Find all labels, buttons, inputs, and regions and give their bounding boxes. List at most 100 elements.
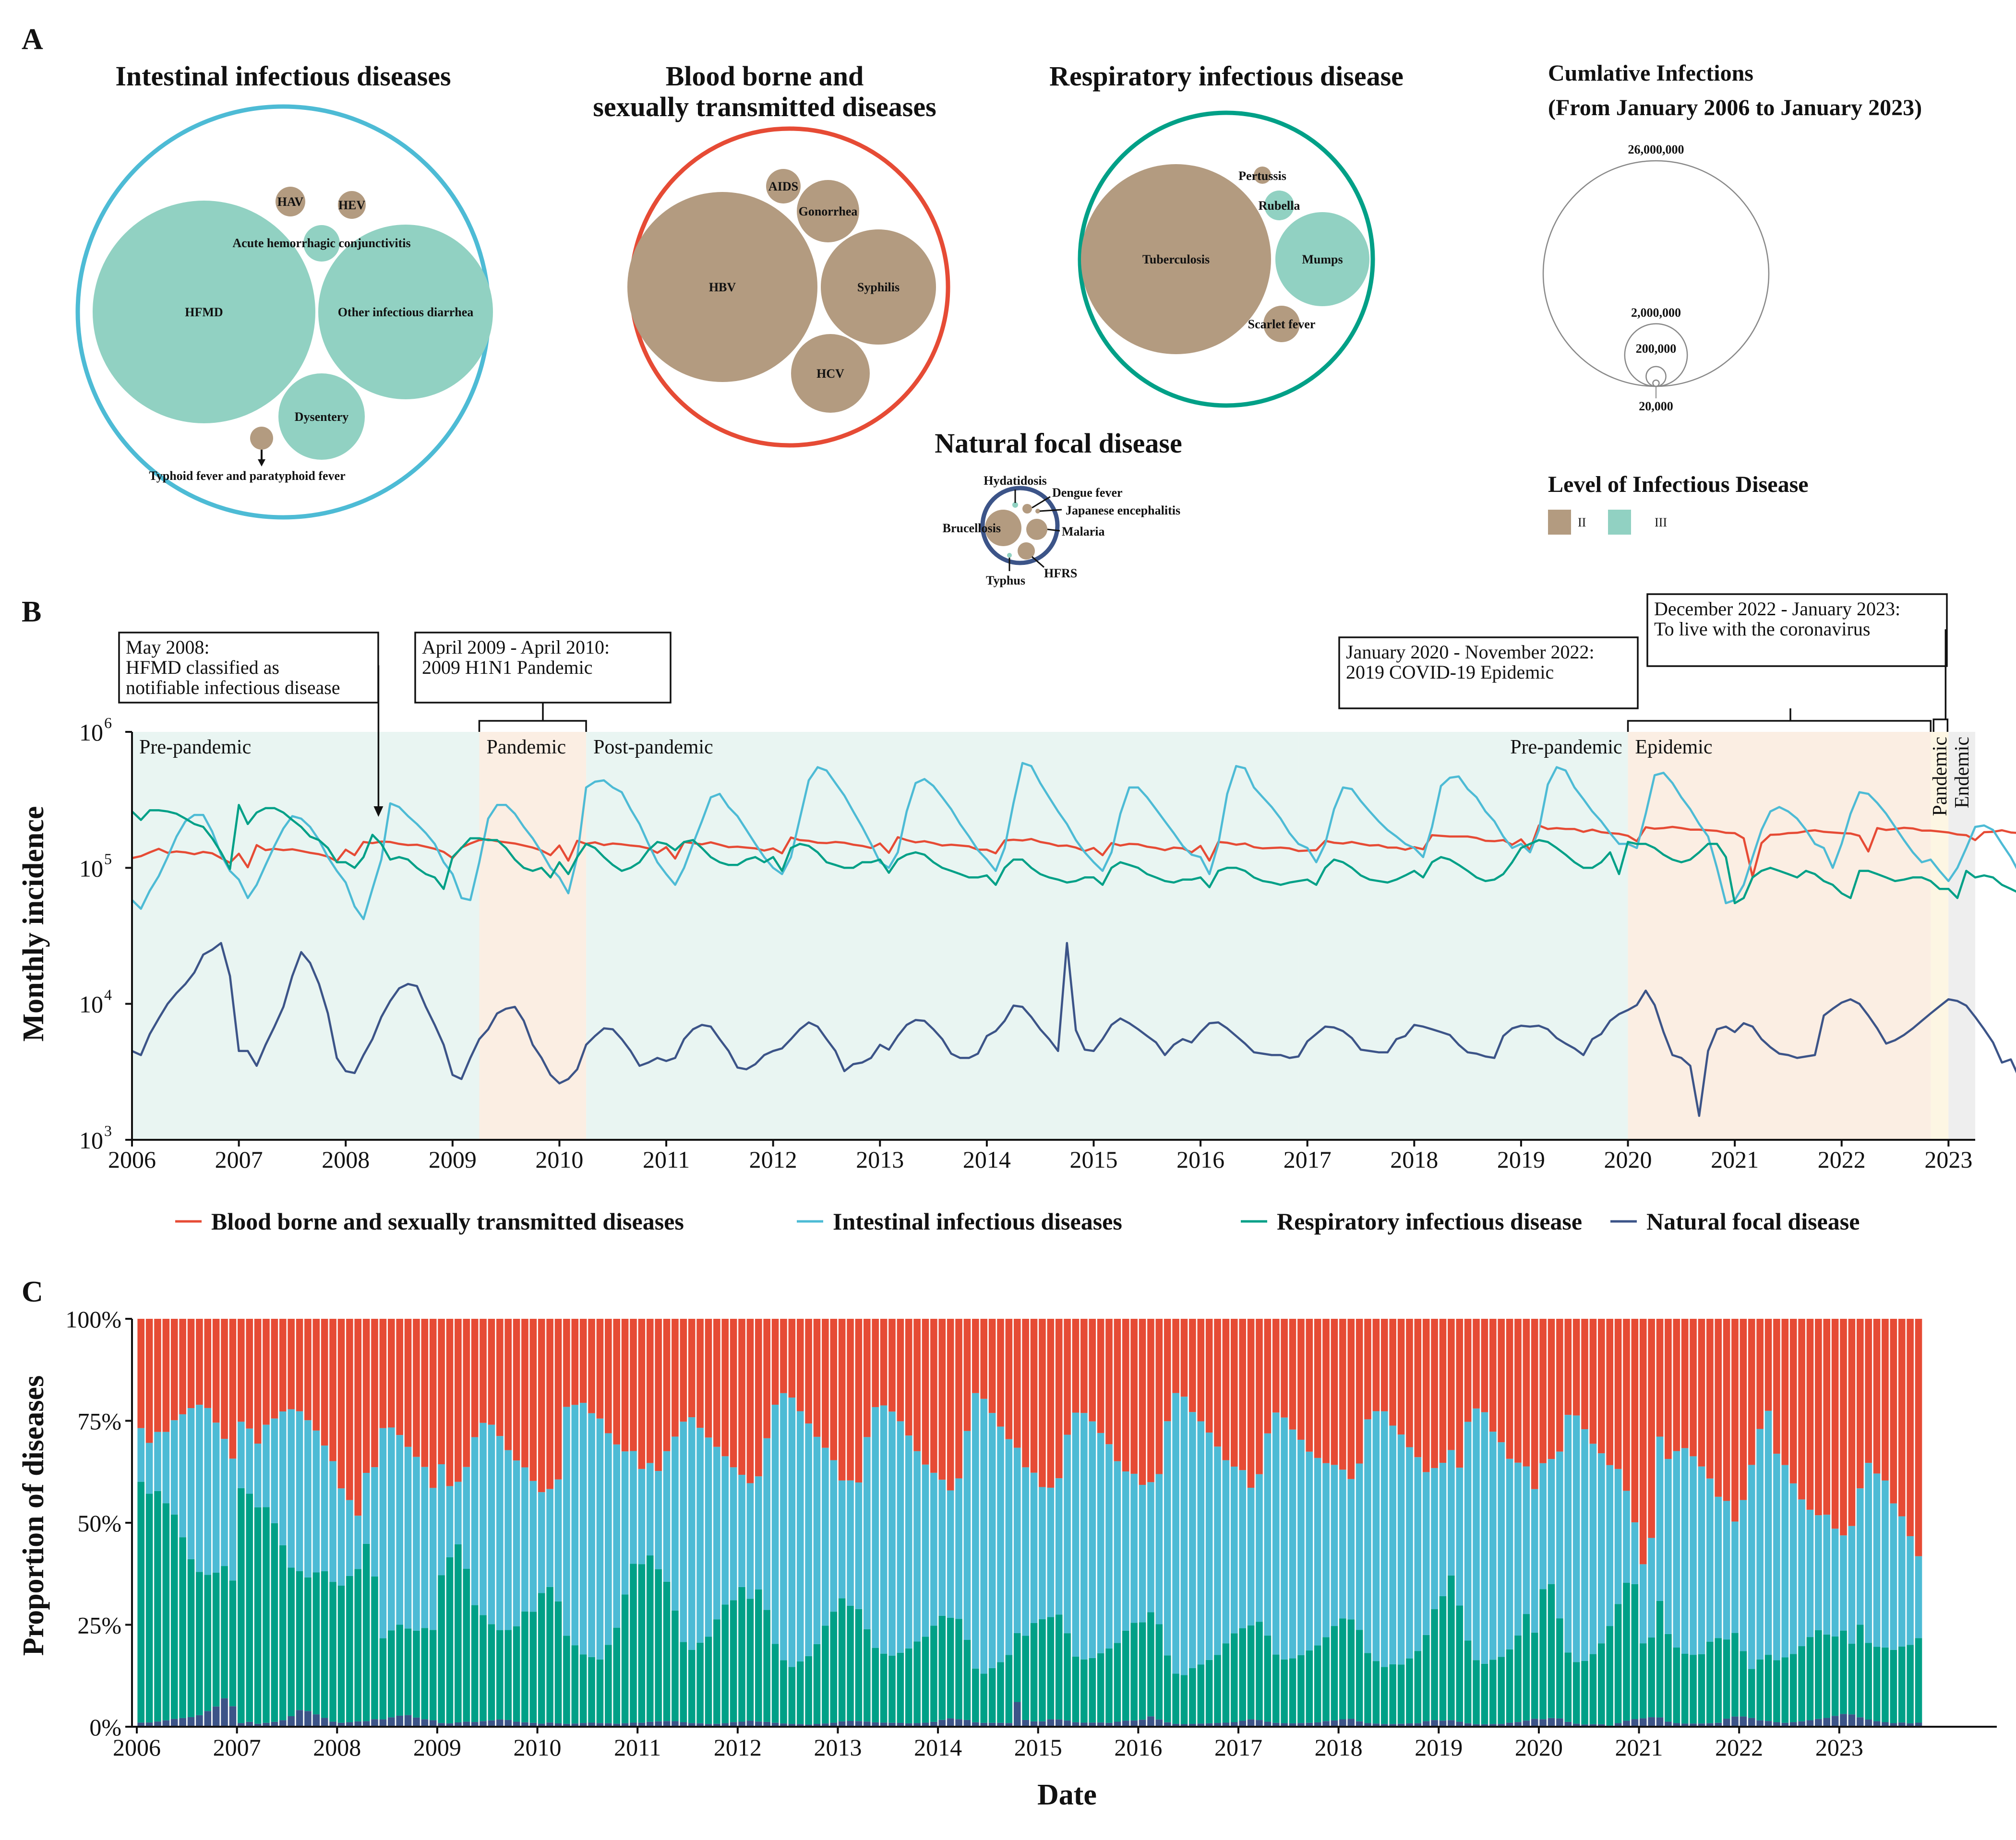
bar-blood-143 (1331, 1319, 1338, 1465)
bar-blood-42 (488, 1319, 495, 1425)
bar-blood-203 (1831, 1319, 1839, 1529)
bar-respiratory-146 (1356, 1630, 1363, 1721)
bar-natural-56 (605, 1723, 612, 1727)
bar-blood-135 (1264, 1319, 1272, 1434)
bar-respiratory-54 (588, 1657, 595, 1723)
annotation-box-2 (1338, 636, 1639, 709)
bar-natural-206 (1856, 1717, 1864, 1727)
bar-intestinal-184 (1673, 1451, 1680, 1648)
bar-blood-14 (254, 1319, 262, 1444)
bar-blood-43 (496, 1319, 504, 1436)
bar-natural-166 (1523, 1721, 1530, 1727)
bar-respiratory-192 (1740, 1651, 1747, 1717)
bar-respiratory-37 (446, 1557, 454, 1724)
bar-blood-68 (705, 1319, 712, 1438)
bar-natural-6 (187, 1717, 195, 1727)
bar-intestinal-11 (229, 1458, 237, 1581)
bar-intestinal-28 (371, 1467, 378, 1577)
bar-intestinal-151 (1397, 1434, 1405, 1665)
label-hav: HAV (277, 195, 304, 209)
bubble-hfrs (1018, 542, 1035, 560)
bar-intestinal-12 (238, 1422, 245, 1488)
label-dysentery: Dysentery (295, 410, 349, 424)
bar-natural-13 (246, 1721, 253, 1727)
bubble-acute-hemorrhagic-conjunctivitis (303, 225, 340, 262)
bar-natural-99 (963, 1720, 971, 1727)
bar-intestinal-150 (1389, 1425, 1396, 1664)
bar-intestinal-41 (480, 1422, 487, 1615)
bar-natural-211 (1898, 1722, 1906, 1727)
bar-natural-173 (1581, 1724, 1588, 1727)
bar-intestinal-8 (204, 1408, 212, 1575)
bar-natural-144 (1339, 1719, 1346, 1727)
bar-intestinal-89 (880, 1405, 888, 1654)
period-bg-4 (1628, 732, 1931, 1140)
bar-intestinal-111 (1064, 1434, 1071, 1634)
bar-blood-119 (1130, 1319, 1138, 1474)
bar-respiratory-88 (872, 1648, 879, 1722)
bar-intestinal-1 (145, 1443, 153, 1494)
bar-natural-77 (780, 1723, 787, 1727)
bar-natural-152 (1406, 1723, 1413, 1727)
bar-respiratory-110 (1055, 1614, 1063, 1720)
bar-blood-7 (196, 1319, 203, 1405)
bar-respiratory-156 (1439, 1596, 1447, 1721)
bar-blood-191 (1731, 1319, 1739, 1522)
period-backgrounds (132, 732, 1975, 1140)
bar-intestinal-121 (1147, 1482, 1154, 1613)
bar-intestinal-107 (1030, 1472, 1038, 1624)
bar-intestinal-106 (1022, 1467, 1029, 1636)
bar-blood-106 (1022, 1319, 1029, 1468)
panel-letter-b: B (22, 596, 41, 628)
bar-respiratory-71 (730, 1600, 737, 1722)
bar-blood-0 (137, 1319, 144, 1428)
bar-natural-59 (630, 1722, 637, 1727)
period-label-4: Epidemic (1635, 736, 1713, 758)
bar-natural-90 (888, 1722, 896, 1727)
bar-respiratory-85 (847, 1605, 854, 1721)
bar-intestinal-188 (1706, 1478, 1714, 1642)
bar-respiratory-142 (1322, 1637, 1330, 1721)
bar-blood-199 (1798, 1319, 1805, 1500)
c-ytick-label-4: 100% (65, 1306, 121, 1333)
bar-intestinal-80 (805, 1423, 812, 1656)
bar-intestinal-174 (1589, 1444, 1597, 1654)
bar-respiratory-169 (1548, 1584, 1555, 1718)
bar-intestinal-191 (1731, 1521, 1739, 1633)
label-scarlet-fever: Scarlet fever (1248, 317, 1316, 331)
bar-natural-135 (1264, 1721, 1272, 1727)
bar-respiratory-187 (1698, 1654, 1705, 1724)
bar-blood-51 (563, 1319, 570, 1407)
bar-blood-123 (1164, 1319, 1171, 1422)
bar-intestinal-55 (596, 1418, 604, 1660)
bar-blood-190 (1723, 1319, 1730, 1501)
bar-intestinal-72 (738, 1475, 745, 1587)
bar-blood-88 (872, 1319, 879, 1407)
bar-respiratory-18 (288, 1567, 295, 1716)
bar-respiratory-147 (1364, 1653, 1371, 1723)
bar-natural-88 (872, 1722, 879, 1727)
bar-blood-36 (438, 1319, 445, 1465)
bar-intestinal-117 (1114, 1461, 1121, 1643)
cluster-title-intestinal: Intestinal infectious diseases (115, 60, 451, 92)
size-label-26000000: 26,000,000 (1628, 143, 1684, 156)
bar-blood-29 (379, 1319, 387, 1428)
bar-intestinal-15 (263, 1424, 270, 1507)
size-circle-2 (1645, 366, 1667, 387)
bar-respiratory-206 (1856, 1625, 1864, 1718)
bar-respiratory-151 (1397, 1664, 1405, 1724)
bar-respiratory-29 (379, 1638, 387, 1720)
bar-blood-169 (1548, 1319, 1555, 1459)
bar-natural-73 (746, 1721, 754, 1727)
bar-intestinal-29 (379, 1428, 387, 1638)
bar-respiratory-46 (521, 1611, 528, 1722)
bar-blood-66 (688, 1319, 696, 1418)
bar-respiratory-80 (805, 1656, 812, 1725)
bar-respiratory-201 (1815, 1630, 1822, 1719)
bar-respiratory-141 (1314, 1645, 1321, 1722)
cluster-ring-respiratory (1078, 110, 1375, 408)
bar-blood-78 (788, 1319, 796, 1398)
bar-blood-197 (1781, 1319, 1789, 1465)
bar-intestinal-124 (1172, 1393, 1179, 1674)
